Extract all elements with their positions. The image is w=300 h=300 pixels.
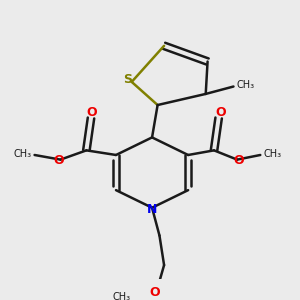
Text: S: S [124,73,133,85]
Text: O: O [53,154,64,167]
Text: O: O [149,286,160,299]
Text: CH₃: CH₃ [263,149,281,159]
Text: CH₃: CH₃ [236,80,254,90]
Text: N: N [147,203,157,216]
Text: O: O [234,154,244,167]
Text: O: O [215,106,226,119]
Text: CH₃: CH₃ [112,292,131,300]
Text: O: O [87,106,97,119]
Text: CH₃: CH₃ [14,149,32,159]
